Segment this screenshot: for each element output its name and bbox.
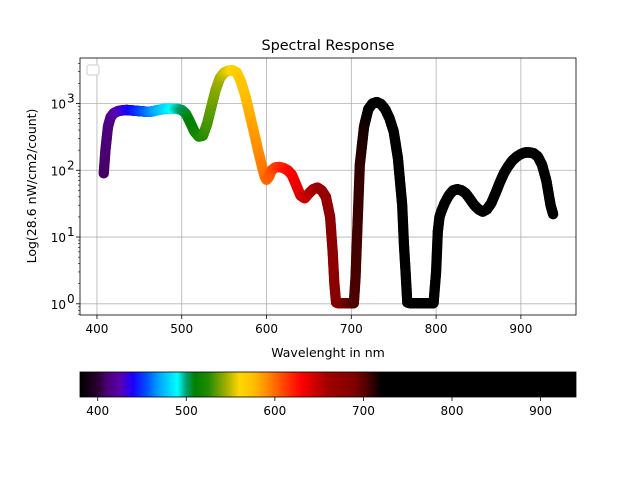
colorbar-tick-label: 900 xyxy=(529,404,552,418)
x-axis-ticks: 400 500 600 700 800 900 xyxy=(86,315,532,336)
data-point xyxy=(547,208,559,220)
y-axis-label: Log(28.6 nW/cm2/count) xyxy=(24,109,39,264)
colorbar xyxy=(79,371,577,398)
chart-title: Spectral Response xyxy=(261,38,394,54)
y-tick-base: 10 xyxy=(51,298,66,312)
axes-frame xyxy=(79,57,577,316)
x-tick-label: 600 xyxy=(255,322,278,336)
y-tick-label: 10 xyxy=(51,298,66,312)
y-tick-label: 10 xyxy=(51,97,66,111)
legend-box xyxy=(86,64,100,76)
colorbar-tick-label: 700 xyxy=(352,404,375,418)
colorbar-tick-label: 500 xyxy=(175,404,198,418)
x-tick-label: 700 xyxy=(340,322,363,336)
colorbar-tick-label: 400 xyxy=(86,404,109,418)
x-tick-label: 900 xyxy=(509,322,532,336)
x-axis-label: Wavelenght in nm xyxy=(271,345,385,360)
gridlines xyxy=(80,58,576,315)
colorbar-tick-label: 800 xyxy=(441,404,464,418)
y-tick-label: 10 xyxy=(51,164,66,178)
y-tick-exponent: 0 xyxy=(67,292,75,306)
y-tick-base: 10 xyxy=(51,97,66,111)
x-tick-label: 800 xyxy=(425,322,448,336)
colorbar-ticks: 400 500 600 700 800 900 xyxy=(86,397,552,418)
y-tick-exponent: 1 xyxy=(67,225,75,239)
y-tick-label: 10 xyxy=(51,231,66,245)
y-tick-base: 10 xyxy=(51,164,66,178)
y-tick-exponent: 2 xyxy=(67,158,75,172)
data-points xyxy=(98,65,559,309)
y-tick-exponent: 3 xyxy=(67,91,75,105)
x-tick-label: 500 xyxy=(170,322,193,336)
y-tick-base: 10 xyxy=(51,231,66,245)
colorbar-tick-label: 600 xyxy=(263,404,286,418)
x-tick-label: 400 xyxy=(86,322,109,336)
